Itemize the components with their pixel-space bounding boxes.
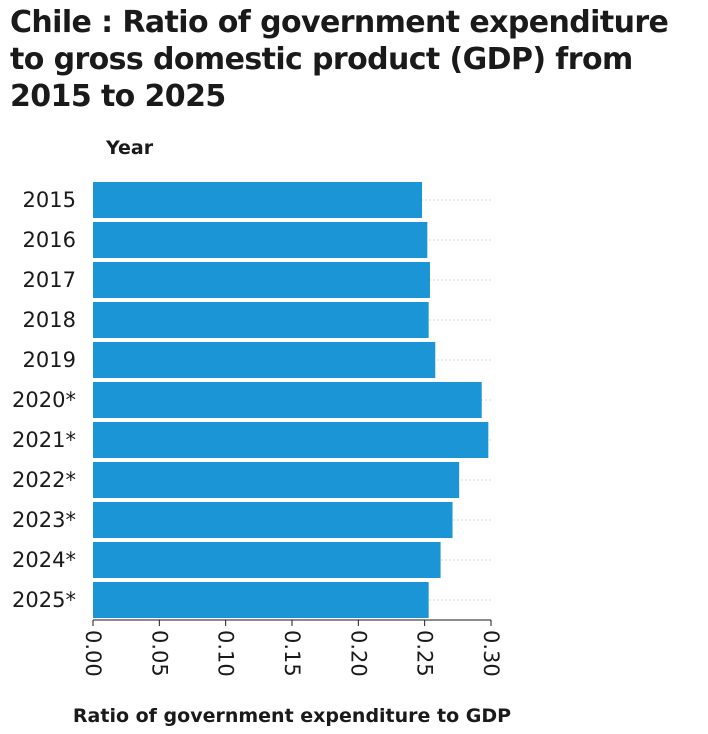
y-axis-title: Year	[105, 137, 154, 159]
bar-2020	[93, 382, 482, 418]
x-tick-label: 0.10	[214, 630, 238, 677]
bar-2022	[93, 462, 460, 498]
x-tick-label: 0.05	[147, 630, 171, 677]
bars	[93, 182, 489, 618]
y-tick-label: 2019	[23, 348, 76, 372]
y-tick-label: 2021*	[12, 428, 76, 452]
x-tick-label: 0.25	[413, 630, 437, 677]
x-tick-label: 0.30	[479, 630, 503, 677]
y-tick-label: 2016	[23, 228, 76, 252]
y-tick-label: 2023*	[12, 508, 76, 532]
x-axis: 0.00 0.05 0.10 0.15 0.20 0.25 0.30	[81, 619, 503, 677]
bar-2024	[93, 542, 441, 578]
y-axis-ticks: 2015 2016 2017 2018 2019 2020* 2021* 2022* 2023*…	[12, 188, 76, 612]
bar-2021	[93, 422, 489, 458]
bar-2017	[93, 262, 430, 298]
y-tick-label: 2024*	[12, 548, 76, 572]
bar-2023	[93, 502, 453, 538]
bar-2016	[93, 222, 428, 258]
x-tick-label: 0.15	[280, 630, 304, 677]
bar-2019	[93, 342, 436, 378]
y-tick-label: 2022*	[12, 468, 76, 492]
bar-2018	[93, 302, 429, 338]
y-tick-label: 2017	[23, 268, 76, 292]
bar-2015	[93, 182, 423, 218]
y-tick-label: 2025*	[12, 588, 76, 612]
y-tick-label: 2020*	[12, 388, 76, 412]
x-tick-label: 0.20	[346, 630, 370, 677]
y-tick-label: 2015	[23, 188, 76, 212]
x-axis-title: Ratio of government expenditure to GDP	[73, 705, 511, 727]
x-tick-label: 0.00	[81, 630, 105, 677]
chart-title: Chile : Ratio of government expenditure …	[10, 5, 669, 114]
bar-2025	[93, 582, 429, 618]
y-tick-label: 2018	[23, 308, 76, 332]
